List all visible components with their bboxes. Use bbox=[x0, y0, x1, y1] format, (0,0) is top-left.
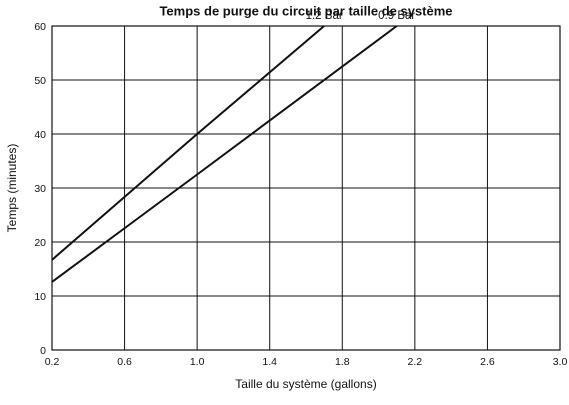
x-tick-label: 1.0 bbox=[190, 356, 205, 368]
y-tick-label: 50 bbox=[34, 75, 46, 87]
y-tick-label: 60 bbox=[34, 21, 46, 33]
series-labels: 1.2 Bar 0.9 Bar bbox=[306, 10, 416, 22]
x-tick-label: 2.6 bbox=[480, 356, 495, 368]
x-tick-label: 0.6 bbox=[117, 356, 132, 368]
plot-frame bbox=[51, 25, 561, 351]
grid bbox=[51, 25, 561, 351]
y-tick-label: 10 bbox=[34, 291, 46, 303]
y-tick-label: 0 bbox=[40, 345, 46, 357]
x-tick-label: 2.2 bbox=[408, 356, 423, 368]
x-tick-label: 3.0 bbox=[553, 356, 568, 368]
series-label: 1.2 Bar bbox=[306, 10, 343, 22]
x-tick-label: 0.2 bbox=[45, 356, 60, 368]
x-axis-label: Taille du système (gallons) bbox=[235, 377, 376, 391]
series-line bbox=[51, 25, 325, 261]
chart-title: Temps de purge du circuit par taille de … bbox=[159, 4, 452, 19]
x-tick-labels: 0.2 0.6 1.0 1.4 1.8 2.2 2.6 3.0 bbox=[45, 356, 568, 368]
series-line bbox=[51, 25, 398, 283]
y-tick-label: 40 bbox=[34, 129, 46, 141]
y-tick-label: 30 bbox=[34, 183, 46, 195]
series-lines bbox=[51, 25, 398, 283]
x-tick-label: 1.4 bbox=[262, 356, 277, 368]
series-label: 0.9 Bar bbox=[378, 10, 415, 22]
y-tick-label: 20 bbox=[34, 237, 46, 249]
y-tick-labels: 0 10 20 30 40 50 60 bbox=[34, 21, 46, 357]
y-axis-label: Temps (minutes) bbox=[5, 144, 19, 233]
x-tick-label: 1.8 bbox=[335, 356, 350, 368]
